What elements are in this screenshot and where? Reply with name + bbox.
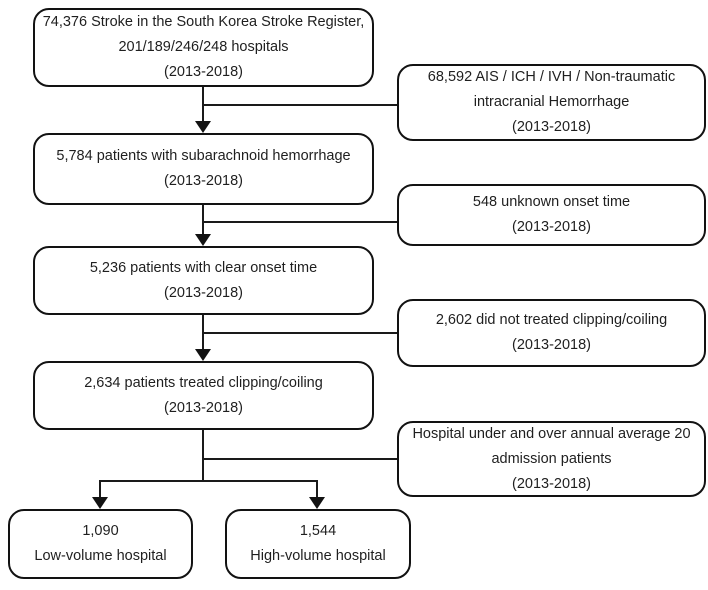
- box-text-line: 2,602 did not treated clipping/coiling: [435, 312, 668, 328]
- flow-box-clear-onset: 5,236 patients with clear onset time (20…: [33, 246, 374, 315]
- flow-box-stroke-register: 74,376 Stroke in the South Korea Stroke …: [33, 8, 374, 87]
- box-text-line: Low-volume hospital: [34, 548, 167, 564]
- down-arrowhead-icon: [195, 234, 211, 246]
- connector-line: [202, 430, 204, 482]
- connector-line: [99, 480, 318, 482]
- box-text-line: 5,784 patients with subarachnoid hemorrh…: [56, 148, 351, 164]
- box-text-line: admission patients: [491, 450, 612, 467]
- flow-box-high-volume-hospital: 1,544 High-volume hospital: [225, 509, 411, 579]
- box-text-line: 2,634 patients treated clipping/coiling: [84, 374, 323, 391]
- box-text-line: (2013-2018): [164, 399, 243, 416]
- down-arrowhead-icon: [195, 349, 211, 361]
- flow-box-excluded-untreated: 2,602 did not treated clipping/coiling (…: [397, 299, 706, 367]
- connector-line: [99, 480, 101, 498]
- box-text-line: (2013-2018): [512, 119, 591, 135]
- flow-box-hospital-volume-note: Hospital under and over annual average 2…: [397, 421, 706, 497]
- connector-line: [203, 104, 397, 106]
- box-text-line: 548 unknown onset time: [472, 194, 631, 210]
- box-text-line: 1,544: [299, 523, 337, 539]
- flow-box-treated-clipping-coiling: 2,634 patients treated clipping/coiling …: [33, 361, 374, 430]
- box-text-line: 74,376 Stroke in the South Korea Stroke …: [42, 14, 365, 30]
- box-text-line: High-volume hospital: [250, 548, 386, 564]
- box-text-line: intracranial Hemorrhage: [473, 94, 630, 110]
- box-text-line: (2013-2018): [164, 64, 243, 80]
- box-text-line: 5,236 patients with clear onset time: [89, 259, 318, 276]
- connector-line: [203, 221, 397, 223]
- connector-line: [203, 332, 397, 334]
- box-text-line: 68,592 AIS / ICH / IVH / Non-traumatic: [427, 69, 676, 85]
- flow-box-low-volume-hospital: 1,090 Low-volume hospital: [8, 509, 193, 579]
- connector-line: [316, 480, 318, 498]
- box-text-line: (2013-2018): [512, 337, 591, 353]
- down-arrowhead-icon: [195, 121, 211, 133]
- box-text-line: (2013-2018): [164, 284, 243, 301]
- flow-box-sah-patients: 5,784 patients with subarachnoid hemorrh…: [33, 133, 374, 205]
- box-text-line: Hospital under and over annual average 2…: [412, 425, 691, 442]
- box-text-line: (2013-2018): [512, 219, 591, 235]
- box-text-line: (2013-2018): [512, 475, 591, 492]
- box-text-line: 201/189/246/248 hospitals: [118, 39, 289, 55]
- flow-box-excluded-unknown-onset: 548 unknown onset time (2013-2018): [397, 184, 706, 246]
- down-arrowhead-icon: [309, 497, 325, 509]
- connector-line: [202, 205, 204, 236]
- box-text-line: 1,090: [82, 523, 119, 539]
- connector-line: [203, 458, 397, 460]
- box-text-line: (2013-2018): [164, 173, 243, 189]
- down-arrowhead-icon: [92, 497, 108, 509]
- flow-box-excluded-other-stroke: 68,592 AIS / ICH / IVH / Non-traumatic i…: [397, 64, 706, 141]
